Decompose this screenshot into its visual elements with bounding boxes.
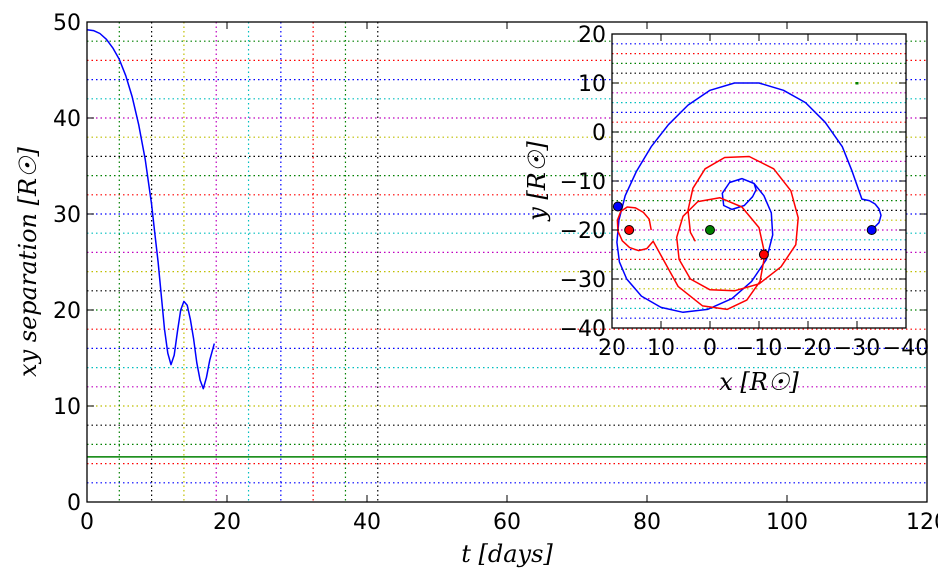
x-tick-label: 0 xyxy=(80,510,94,535)
x-axis-label: t [days] xyxy=(461,540,553,568)
y-axis-label: y [R☉] xyxy=(523,141,551,222)
series-line-1 xyxy=(616,155,799,311)
x-tick-label: 120 xyxy=(906,510,938,535)
x-tick-label: 80 xyxy=(633,510,661,535)
marker-5 xyxy=(855,82,859,85)
x-tick-label: 20 xyxy=(598,336,626,361)
y-tick-label: 20 xyxy=(578,23,606,48)
x-tick-label: −40 xyxy=(883,336,929,361)
marker-2 xyxy=(624,225,635,235)
marker-4 xyxy=(705,225,715,235)
x-tick-label: 10 xyxy=(647,336,675,361)
x-tick-label: −30 xyxy=(834,336,880,361)
x-tick-label: 100 xyxy=(766,510,808,535)
x-tick-label: −20 xyxy=(785,336,831,361)
x-axis-label: x [R☉] xyxy=(719,368,799,396)
x-tick-label: 40 xyxy=(353,510,381,535)
x-tick-label: 20 xyxy=(213,510,241,535)
y-tick-label: 20 xyxy=(53,299,81,324)
y-tick-label: −30 xyxy=(560,268,606,293)
y-tick-label: 0 xyxy=(592,121,606,146)
x-tick-label: 60 xyxy=(493,510,521,535)
y-tick-label: 10 xyxy=(53,395,81,420)
x-tick-label: −10 xyxy=(736,336,782,361)
y-tick-label: 10 xyxy=(578,72,606,97)
x-tick-label: 0 xyxy=(703,336,717,361)
y-tick-label: 40 xyxy=(53,107,81,132)
y-axis-label: xy separation [R☉] xyxy=(14,146,42,377)
series-line-0 xyxy=(86,28,216,390)
y-tick-label: −40 xyxy=(560,317,606,342)
series-line-0 xyxy=(616,82,882,314)
y-tick-label: −10 xyxy=(560,170,606,195)
marker-1 xyxy=(866,225,877,235)
y-tick-label: 0 xyxy=(67,491,81,516)
marker-3 xyxy=(758,249,769,260)
y-tick-label: 30 xyxy=(53,203,81,228)
y-tick-label: 50 xyxy=(53,11,81,36)
y-tick-label: −20 xyxy=(560,219,606,244)
marker-0 xyxy=(612,201,623,212)
